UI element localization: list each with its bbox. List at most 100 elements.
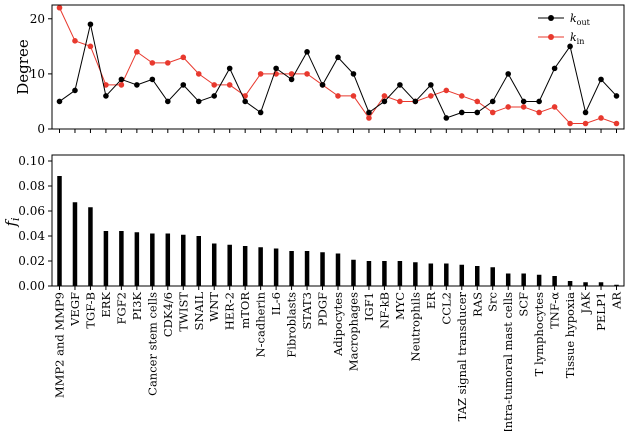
bar-category-label: Macrophages [346, 292, 360, 371]
bar-category-label: mTOR [238, 292, 252, 329]
point-kin [489, 109, 496, 116]
point-kout [551, 65, 558, 72]
bar [598, 282, 604, 286]
point-kout [505, 71, 511, 77]
point-kout [598, 76, 604, 83]
series-line-kin [59, 7, 617, 124]
bar-chart-ylabel-main: f [2, 219, 20, 228]
bar [475, 266, 480, 286]
point-kin [474, 98, 481, 105]
bar [181, 234, 186, 286]
bar-category-label: VEGF [68, 292, 82, 327]
bar [397, 261, 403, 286]
bar-category-label: Adipocytes [331, 292, 345, 357]
point-kin [165, 60, 171, 66]
bar [583, 282, 588, 286]
svg-text:kin: kin [570, 31, 584, 46]
legend-label-kout-main: k [570, 12, 577, 25]
bar-category-label: PELP1 [594, 292, 608, 331]
bar-chart-ylabel-sub: i [9, 217, 22, 221]
point-kin [87, 43, 94, 50]
bar-chart-ytick-label: 0.00 [18, 279, 45, 293]
bar-category-label: Cancer stem cells [145, 292, 159, 396]
point-kin [211, 82, 218, 88]
series-line-kout [59, 24, 617, 119]
point-kin [72, 38, 78, 44]
legend-label-kin-main: k [570, 31, 577, 44]
point-kout [273, 65, 279, 72]
bar-category-label: PDGF [316, 292, 330, 326]
point-kin [149, 60, 156, 66]
bar-category-label: CDK4/6 [161, 292, 175, 337]
point-kout [397, 82, 403, 88]
bar-category-label: IL-6 [269, 292, 283, 315]
point-kout [257, 109, 264, 116]
point-kout [226, 65, 233, 72]
point-kout [56, 98, 63, 105]
legend-label-kout-sub: out [577, 18, 591, 27]
point-kout [458, 109, 465, 116]
bar-category-label: RAS [470, 292, 484, 317]
point-kout [536, 98, 542, 105]
point-kout [520, 98, 527, 105]
bar [552, 276, 557, 286]
point-kin [288, 71, 295, 77]
bar-chart-ytick-label: 0.04 [18, 229, 45, 243]
bar [382, 261, 387, 286]
point-kin [567, 120, 573, 127]
bar-chart-frame [51, 154, 625, 287]
point-kin [551, 104, 558, 110]
point-kout [582, 109, 589, 116]
bar-category-label: ERK [99, 292, 113, 318]
bar [614, 284, 619, 286]
bar [320, 252, 325, 286]
bar-category-label: Intra-tumoral mast cells [501, 292, 515, 431]
bar-category-label: ER [424, 292, 438, 309]
point-kout [381, 98, 388, 105]
bar [351, 259, 356, 286]
legend-label-kin-sub: in [577, 37, 585, 46]
bar-chart-panel: 0.00 0.02 0.04 0.06 0.08 0.10 MMP2 and MMP9 VE… [2, 154, 625, 431]
point-kin [536, 109, 542, 116]
bar-category-label: SCF [517, 292, 531, 317]
bar [150, 233, 155, 286]
point-kin [118, 82, 125, 88]
bar [521, 273, 526, 286]
point-kout [412, 98, 419, 105]
point-kin [582, 120, 589, 127]
bar [335, 253, 341, 286]
point-kin [458, 93, 465, 99]
bar-category-label: TAZ signal transducer [455, 292, 469, 422]
point-kout [195, 98, 202, 105]
bar-category-label: TGF-B [83, 292, 97, 329]
point-kout [319, 82, 326, 88]
bar-category-label: T lymphocytes [532, 292, 546, 376]
bar [490, 267, 495, 286]
bar [289, 251, 294, 286]
bar-category-label: MMP2 and MMP9 [53, 292, 67, 398]
bar [119, 231, 124, 286]
point-kout [149, 76, 156, 83]
point-kout [366, 109, 372, 116]
bar [242, 246, 248, 286]
svg-text:fi: fi [2, 217, 22, 227]
point-kin [366, 115, 372, 121]
bar-category-label: SNAIL [192, 292, 206, 331]
bar-category-label: Neutrophils [408, 292, 422, 361]
bar [103, 231, 109, 286]
point-kin [257, 71, 264, 77]
point-kout [180, 82, 187, 88]
bar-category-label: WNT [207, 292, 221, 322]
point-kin [195, 71, 202, 77]
point-kout [428, 82, 434, 88]
bar-category-label: HER-2 [223, 292, 237, 330]
bar [273, 248, 279, 286]
point-kin [520, 104, 527, 110]
point-kin [428, 93, 434, 99]
line-chart-frame [51, 4, 625, 130]
point-kin [443, 87, 450, 94]
line-chart-ytick-label: 20 [30, 12, 45, 26]
bar [258, 247, 263, 286]
bar [444, 263, 449, 286]
